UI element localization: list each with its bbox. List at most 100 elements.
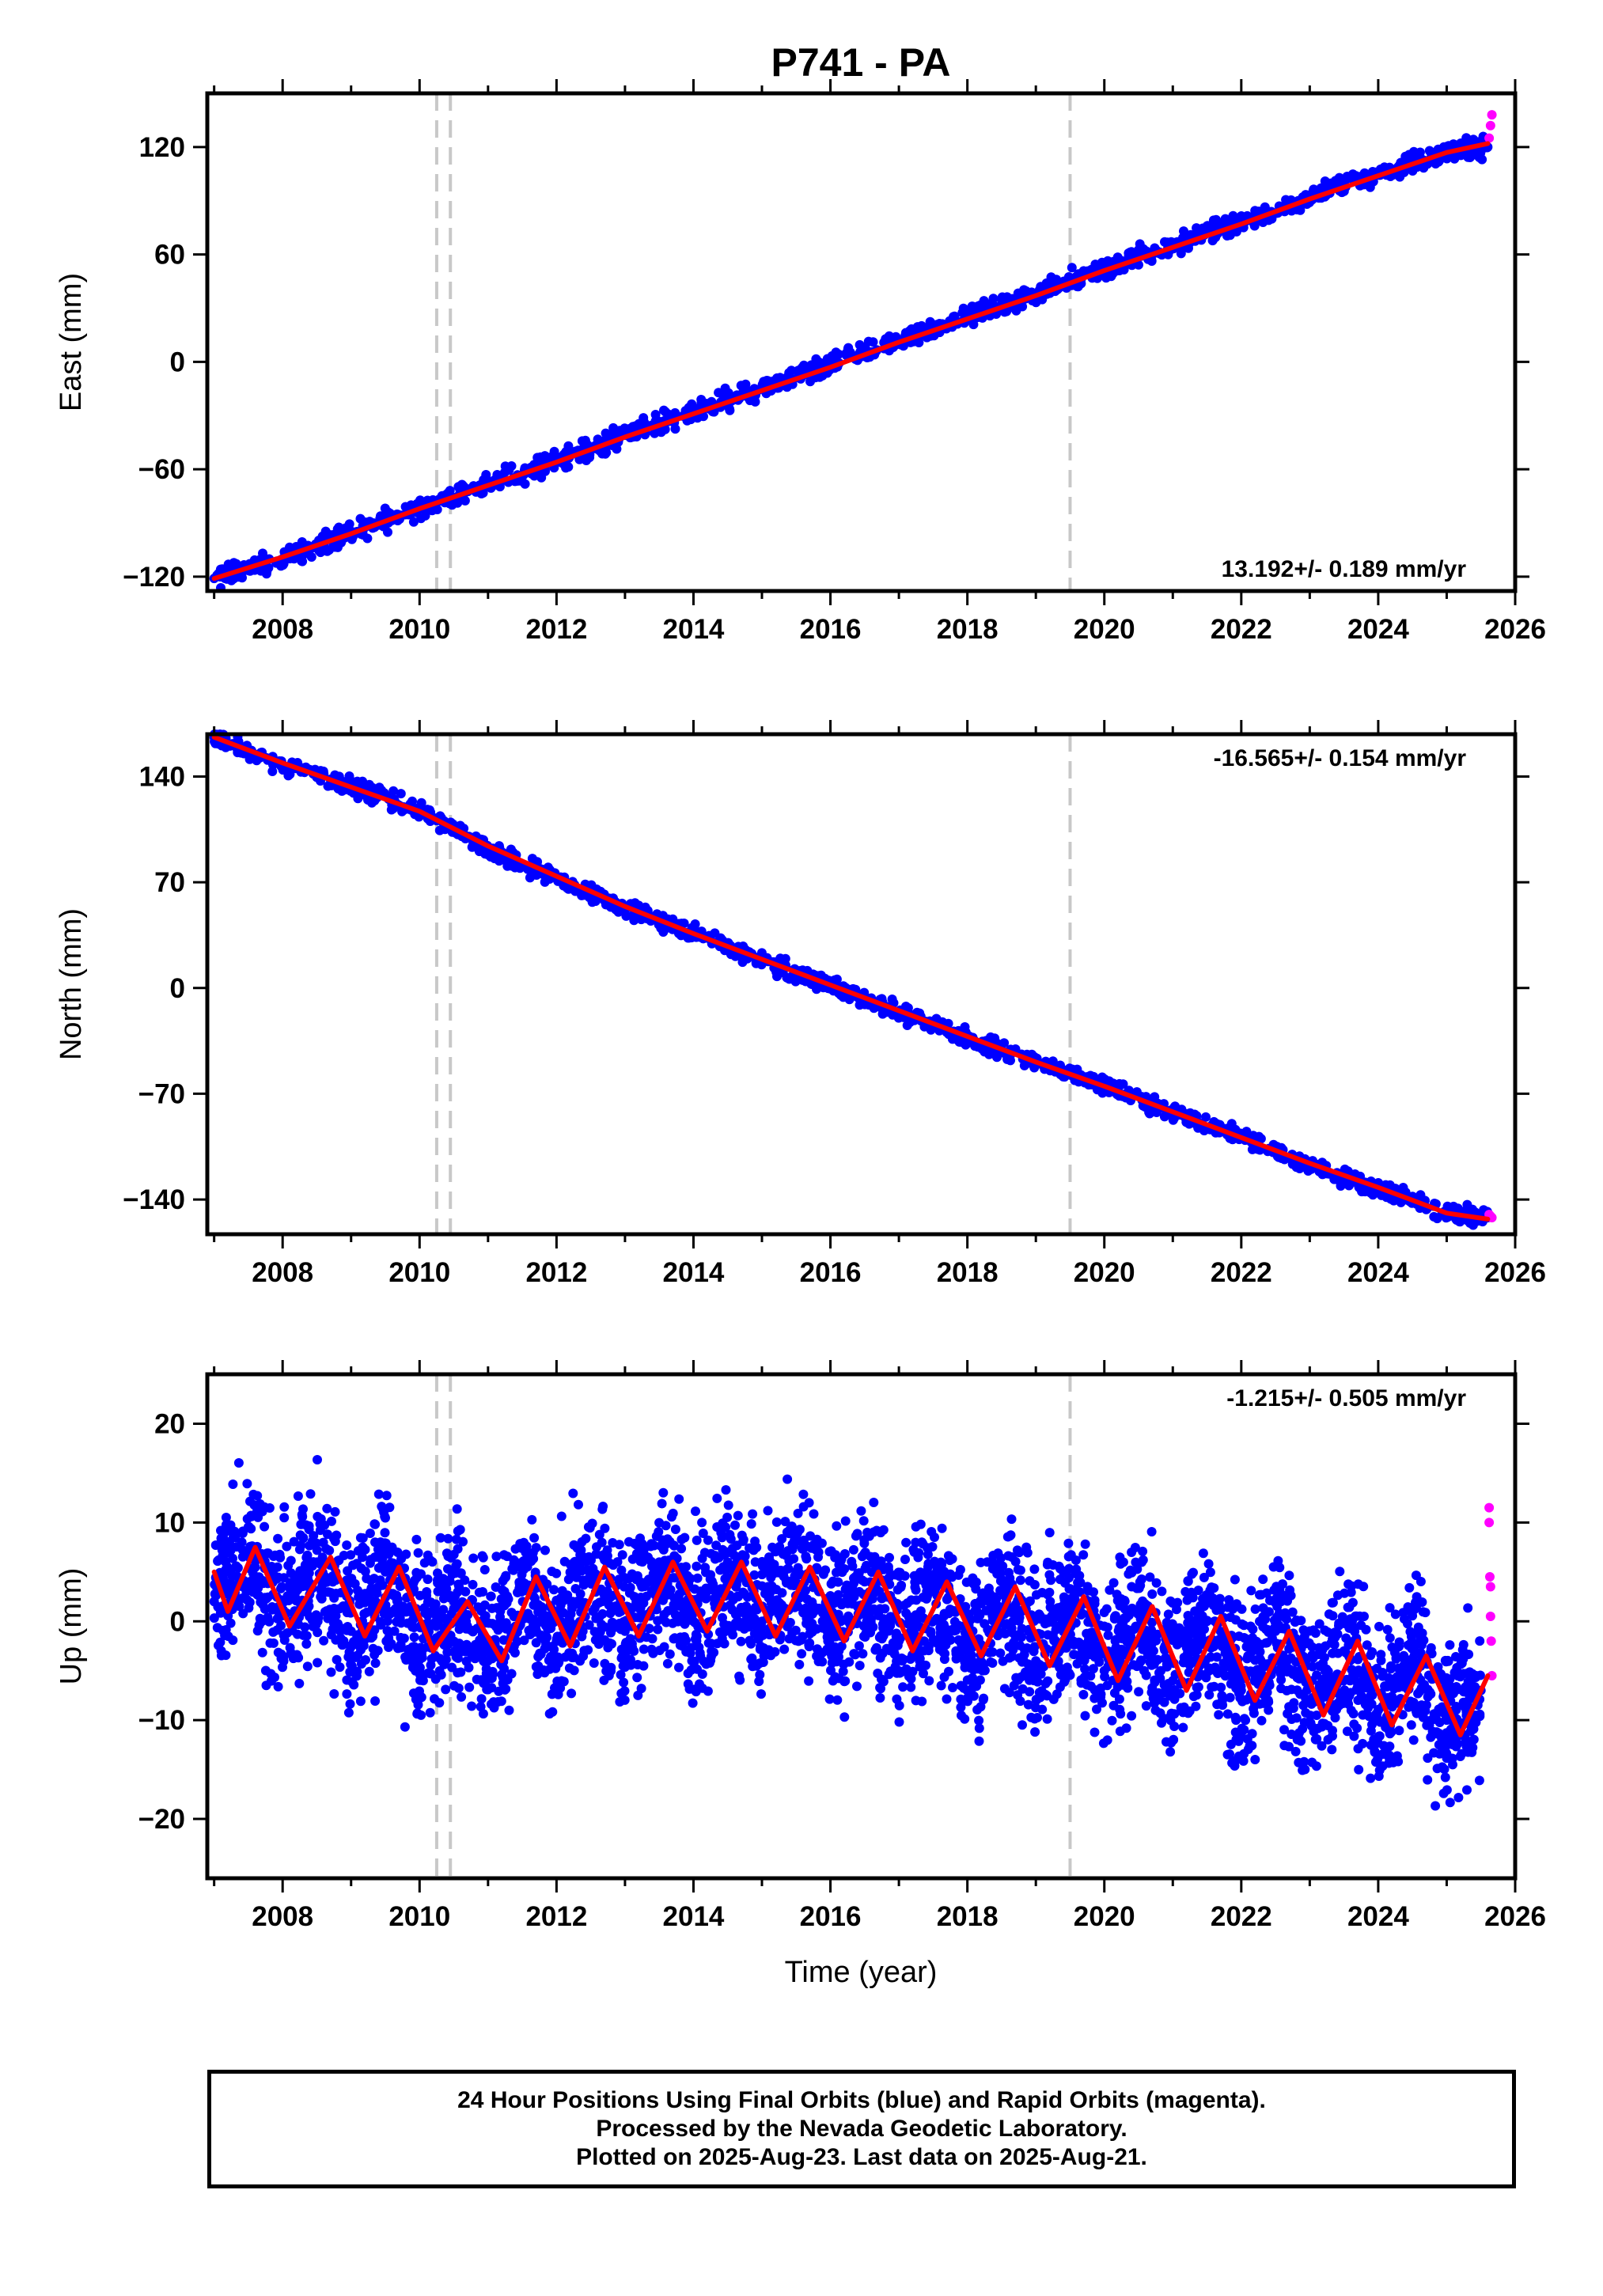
final-orbit-point [548, 1707, 558, 1717]
final-orbit-point [588, 1563, 598, 1574]
final-orbit-point [279, 1573, 289, 1583]
final-orbit-point [297, 1512, 308, 1521]
final-orbit-point [228, 1553, 237, 1563]
final-orbit-point [616, 1669, 626, 1680]
final-orbit-point [273, 1681, 283, 1692]
final-orbit-point [804, 1676, 814, 1686]
final-orbit-point [673, 1616, 683, 1627]
final-orbit-point [759, 1643, 769, 1653]
final-orbit-point [597, 1504, 608, 1514]
final-orbit-point [231, 559, 241, 569]
final-orbit-point [729, 1551, 740, 1560]
final-orbit-point [449, 1646, 460, 1656]
final-orbit-point [1461, 133, 1472, 143]
final-orbit-point [949, 312, 959, 322]
final-orbit-point [425, 1707, 435, 1718]
final-orbit-point [849, 1649, 859, 1659]
final-orbit-point [1366, 1187, 1376, 1197]
final-orbit-point [293, 1491, 303, 1501]
final-orbit-point [415, 495, 425, 506]
final-orbit-point [519, 1564, 529, 1574]
final-orbit-point [856, 1506, 866, 1516]
final-orbit-point [388, 786, 399, 796]
final-orbit-point [794, 1659, 805, 1669]
final-orbit-point [987, 298, 996, 309]
final-orbit-point [757, 1561, 767, 1571]
final-orbit-point [730, 1520, 740, 1530]
final-orbit-point [629, 1592, 639, 1602]
final-orbit-point [725, 405, 735, 415]
final-orbit-point [833, 349, 843, 359]
final-orbit-point [476, 1702, 486, 1712]
final-orbit-point [668, 1508, 678, 1518]
final-orbit-point [373, 1489, 384, 1499]
final-orbit-point [298, 1630, 309, 1640]
final-orbit-point [369, 1574, 379, 1584]
final-orbit-point [416, 1710, 426, 1720]
final-orbit-point [604, 1670, 614, 1680]
final-orbit-point [216, 1650, 226, 1661]
final-orbit-point [221, 1513, 231, 1522]
final-orbit-point [370, 1519, 381, 1529]
final-orbit-point [342, 1540, 352, 1550]
final-orbit-point [225, 1618, 236, 1628]
final-orbit-point [272, 1625, 282, 1635]
final-orbit-point [500, 1573, 510, 1583]
final-orbit-point [691, 1506, 700, 1517]
final-orbit-point [401, 1655, 411, 1665]
final-orbit-point [858, 1516, 869, 1526]
final-orbit-point [562, 447, 572, 457]
final-orbit-point [464, 1682, 475, 1692]
final-orbit-point [608, 1560, 618, 1570]
x-tick-label: 2012 [525, 1257, 587, 1288]
y-tick-label: −140 [123, 1184, 185, 1215]
final-orbit-point [690, 1584, 700, 1594]
final-orbit-point [335, 1633, 346, 1643]
final-orbit-point [578, 1626, 588, 1636]
final-orbit-point [491, 1552, 502, 1562]
final-orbit-point [592, 1542, 601, 1552]
final-orbit-point [519, 1635, 529, 1646]
final-orbit-point [324, 1587, 334, 1597]
final-orbit-point [631, 1540, 642, 1550]
final-orbit-point [749, 1570, 760, 1580]
final-orbit-point [616, 1565, 627, 1575]
final-orbit-point [739, 1589, 749, 1599]
x-tick-label: 2010 [388, 1257, 450, 1288]
final-orbit-point [749, 1614, 760, 1623]
final-orbit-point [1108, 1078, 1118, 1089]
final-orbit-point [568, 1597, 578, 1607]
final-orbit-point [665, 1649, 675, 1659]
final-orbit-point [725, 1529, 735, 1540]
final-orbit-point [223, 1631, 233, 1642]
final-orbit-point [268, 1552, 279, 1561]
final-orbit-point [221, 1557, 231, 1567]
final-orbit-point [313, 1455, 322, 1464]
final-orbit-point [839, 1549, 850, 1559]
final-orbit-point [316, 547, 326, 558]
final-orbit-point [298, 1533, 309, 1544]
final-orbit-point [1193, 1123, 1203, 1133]
final-orbit-point [1170, 1101, 1180, 1112]
final-orbit-point [674, 1494, 684, 1504]
x-tick-label: 2022 [1211, 1257, 1272, 1288]
final-orbit-point [832, 1521, 842, 1531]
final-orbit-point [271, 1574, 282, 1584]
final-orbit-point [754, 1677, 764, 1687]
final-orbit-point [546, 1651, 555, 1661]
final-orbit-point [395, 1613, 405, 1623]
final-orbit-point [794, 1569, 804, 1579]
final-orbit-point [1101, 273, 1111, 283]
final-orbit-point [312, 1545, 322, 1555]
final-orbit-point [727, 1605, 737, 1615]
final-orbit-point [661, 1521, 671, 1531]
final-orbit-point [647, 1634, 657, 1644]
final-orbit-point [679, 1565, 689, 1575]
final-orbit-point [746, 1519, 756, 1529]
chart-title: P741 - PA [771, 40, 951, 85]
final-orbit-point [254, 1572, 264, 1582]
final-orbit-point [599, 1635, 609, 1646]
final-orbit-point [575, 1596, 585, 1606]
final-orbit-point [742, 1611, 752, 1620]
final-orbit-point [783, 1563, 793, 1574]
